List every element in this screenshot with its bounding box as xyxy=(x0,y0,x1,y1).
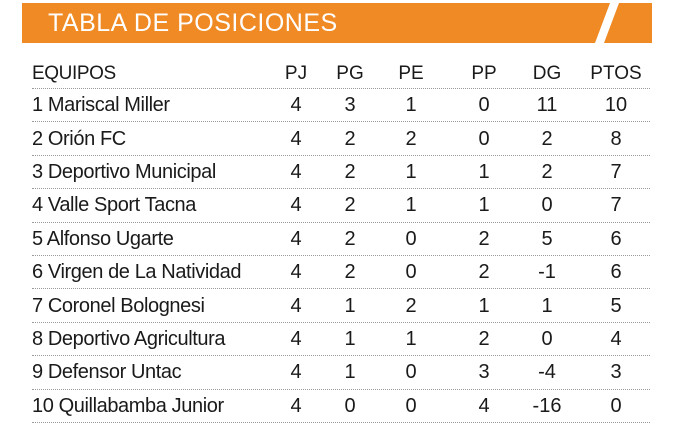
cell-dg: 2 xyxy=(541,127,553,150)
cell-ptos: 8 xyxy=(610,127,622,150)
team-name: 6 Virgen de La Natividad xyxy=(32,261,242,284)
cell-ptos: 6 xyxy=(610,261,622,284)
cell-pp: 0 xyxy=(478,94,490,117)
table-header-row: EQUIPOS PJ PG PE PP DG PTOS xyxy=(32,58,650,89)
team-name: 3 Deportivo Municipal xyxy=(32,160,216,183)
cell-pp: 3 xyxy=(478,361,490,384)
cell-dg: -4 xyxy=(538,361,556,384)
cell-pe: 1 xyxy=(405,194,417,217)
cell-pe: 0 xyxy=(405,261,417,284)
team-name: 7 Coronel Bolognesi xyxy=(32,294,205,317)
cell-ptos: 4 xyxy=(610,327,622,350)
header-ptos: PTOS xyxy=(590,62,642,84)
table-row: 4 Valle Sport Tacna 4 2 1 1 0 7 xyxy=(32,189,650,223)
table-row: 10 Quillabamba Junior 4 0 0 4 -16 0 xyxy=(32,390,650,423)
header-pp: PP xyxy=(471,62,497,84)
banner-background xyxy=(22,3,652,43)
cell-pe: 0 xyxy=(405,227,417,250)
cell-pp: 2 xyxy=(478,327,490,350)
team-name: 1 Mariscal Miller xyxy=(32,94,170,117)
cell-pg: 1 xyxy=(344,294,356,317)
cell-pe: 0 xyxy=(405,361,417,384)
cell-pj: 4 xyxy=(290,194,302,217)
cell-ptos: 10 xyxy=(604,94,628,117)
cell-pg: 1 xyxy=(344,361,356,384)
header-pg: PG xyxy=(336,62,364,84)
cell-dg: -16 xyxy=(532,394,562,417)
title-banner: TABLA DE POSICIONES xyxy=(22,3,652,43)
cell-dg: 0 xyxy=(541,327,553,350)
cell-pp: 1 xyxy=(478,294,490,317)
cell-pg: 0 xyxy=(344,394,356,417)
table-row: 9 Defensor Untac 4 1 0 3 -4 3 xyxy=(32,356,650,390)
cell-ptos: 6 xyxy=(610,227,622,250)
cell-pj: 4 xyxy=(290,327,302,350)
cell-pg: 2 xyxy=(344,127,356,150)
cell-pe: 2 xyxy=(405,127,417,150)
cell-pg: 2 xyxy=(344,227,356,250)
cell-pg: 2 xyxy=(344,160,356,183)
cell-ptos: 0 xyxy=(610,394,622,417)
team-name: 5 Alfonso Ugarte xyxy=(32,227,174,250)
cell-pg: 3 xyxy=(344,94,356,117)
header-pe: PE xyxy=(398,62,424,84)
cell-pe: 0 xyxy=(405,394,417,417)
cell-pj: 4 xyxy=(290,160,302,183)
team-name: 10 Quillabamba Junior xyxy=(32,394,224,417)
cell-pe: 1 xyxy=(405,160,417,183)
table-row: 2 Orión FC 4 2 2 0 2 8 xyxy=(32,122,650,156)
cell-ptos: 7 xyxy=(610,194,622,217)
table-row: 3 Deportivo Municipal 4 2 1 1 2 7 xyxy=(32,156,650,190)
cell-pj: 4 xyxy=(290,94,302,117)
table-row: 5 Alfonso Ugarte 4 2 0 2 5 6 xyxy=(32,223,650,256)
header-dg: DG xyxy=(532,62,562,84)
cell-pj: 4 xyxy=(290,127,302,150)
cell-pp: 2 xyxy=(478,261,490,284)
header-equipos: EQUIPOS xyxy=(32,62,116,84)
cell-pg: 1 xyxy=(344,327,356,350)
cell-pj: 4 xyxy=(290,394,302,417)
cell-pe: 2 xyxy=(405,294,417,317)
cell-pj: 4 xyxy=(290,261,302,284)
cell-pj: 4 xyxy=(290,361,302,384)
cell-dg: 11 xyxy=(536,94,558,117)
cell-ptos: 7 xyxy=(610,160,622,183)
cell-pg: 2 xyxy=(344,261,356,284)
cell-dg: 1 xyxy=(541,294,553,317)
team-name: 8 Deportivo Agricultura xyxy=(32,327,226,350)
team-name: 2 Orión FC xyxy=(32,127,126,150)
cell-pp: 2 xyxy=(478,227,490,250)
cell-pe: 1 xyxy=(405,327,417,350)
cell-dg: 0 xyxy=(541,194,553,217)
table-row: 7 Coronel Bolognesi 4 1 2 1 1 5 xyxy=(32,289,650,323)
cell-pp: 1 xyxy=(478,194,490,217)
header-pj: PJ xyxy=(284,62,308,84)
team-name: 4 Valle Sport Tacna xyxy=(32,194,196,217)
cell-dg: -1 xyxy=(538,261,556,284)
table-row: 8 Deportivo Agricultura 4 1 1 2 0 4 xyxy=(32,323,650,357)
cell-pp: 0 xyxy=(478,127,490,150)
team-name: 9 Defensor Untac xyxy=(32,361,182,384)
cell-pp: 4 xyxy=(478,394,490,417)
cell-pg: 2 xyxy=(344,194,356,217)
table-row: 1 Mariscal Miller 4 3 1 0 11 10 xyxy=(32,89,650,123)
cell-ptos: 3 xyxy=(610,361,622,384)
page-title: TABLA DE POSICIONES xyxy=(48,9,338,37)
cell-pj: 4 xyxy=(290,294,302,317)
cell-pp: 1 xyxy=(478,160,490,183)
cell-dg: 2 xyxy=(541,160,553,183)
standings-table: EQUIPOS PJ PG PE PP DG PTOS 1 Mariscal M… xyxy=(32,58,650,423)
cell-pe: 1 xyxy=(405,94,417,117)
cell-ptos: 5 xyxy=(610,294,622,317)
cell-dg: 5 xyxy=(541,227,553,250)
table-row: 6 Virgen de La Natividad 4 2 0 2 -1 6 xyxy=(32,256,650,290)
cell-pj: 4 xyxy=(290,227,302,250)
